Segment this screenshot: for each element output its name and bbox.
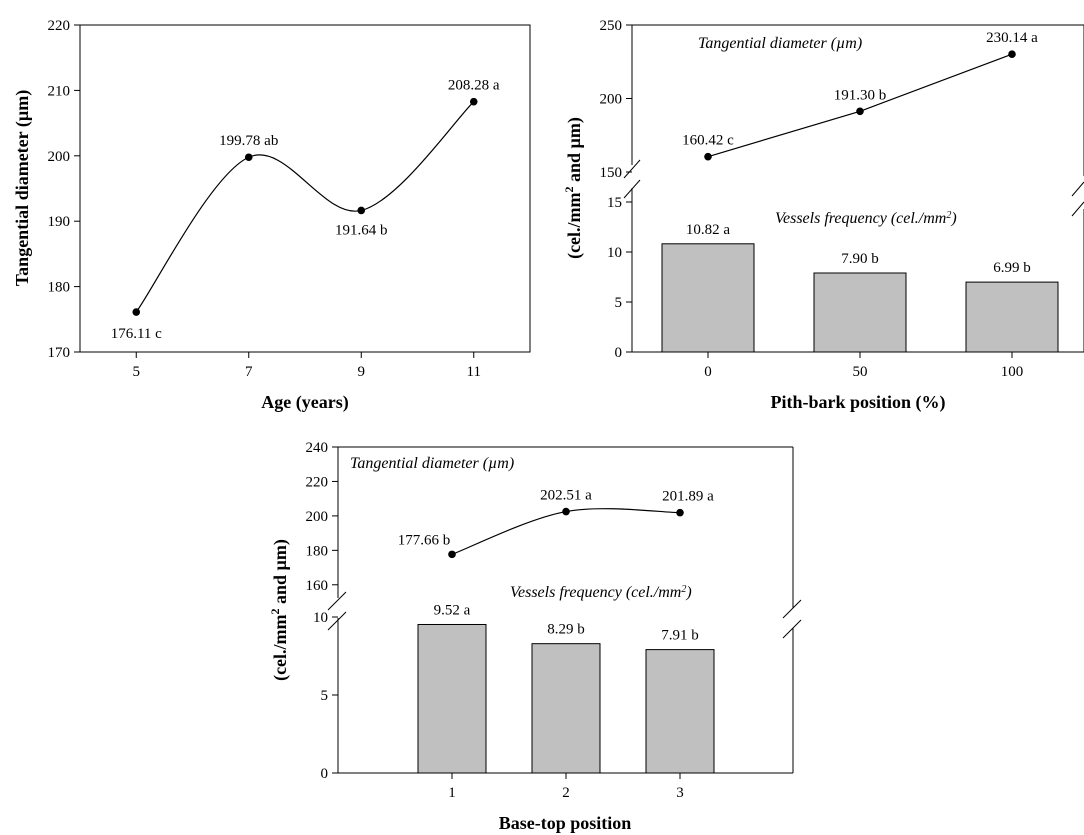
pb-line [707,53,1013,158]
age-data-point [469,97,478,106]
chart-pith-bark: 10.82 a 7.90 b 6.99 b 160.42 c 191.30 b 230.… [562,18,1084,413]
age-y-axis-title: Tangential diameter (µm) [12,90,33,286]
pb-y-ticks: 150 200 250 0 5 10 15 [600,18,632,361]
age-y-tick-label: 180 [48,280,71,296]
pb-axis-break-marks [623,159,1084,217]
pb-bar [813,272,907,353]
age-data-label: 191.64 b [335,222,388,238]
pb-lower-y-tick-label: 0 [615,345,623,361]
age-line [135,101,475,313]
bt-bar [531,643,601,774]
bt-upper-y-tick-label: 240 [306,440,329,456]
pb-lower-y-tick-label: 15 [607,195,622,211]
pb-upper-y-tick-label: 250 [600,18,623,34]
chart-age: 170 180 190 200 210 220 5 7 9 11 176.11 c 199.78 … [12,18,531,413]
age-x-tick-label: 11 [467,364,481,380]
bt-upper-series-title: Tangential diameter (µm) [350,455,514,472]
age-x-tick-label: 5 [133,364,141,380]
pb-bar-labels: 10.82 a 7.90 b 6.99 b [686,222,1031,276]
age-data-label: 199.78 ab [219,133,278,149]
pb-upper-y-tick-label: 150 [600,165,623,181]
bt-data-point [562,507,570,516]
pb-x-tick-label: 50 [853,364,868,380]
age-data-point [132,308,141,316]
bt-bar-label: 7.91 b [661,628,699,644]
age-plot-frame [79,24,531,353]
bt-x-tick-label: 2 [562,785,570,801]
bt-upper-y-tick-label: 220 [306,474,329,490]
age-y-tick-label: 170 [48,345,71,361]
bt-bar-labels: 9.52 a 8.29 b 7.91 b [434,602,699,643]
age-points [132,97,478,316]
pb-y-axis-title: (cel./mm2 and µm) [562,117,585,259]
age-data-label: 208.28 a [448,78,500,94]
bt-data-point [676,508,684,517]
bt-points [448,507,684,559]
bt-bar-label: 9.52 a [434,602,471,618]
pb-bar-label: 7.90 b [841,251,879,267]
age-data-point [244,153,253,162]
age-y-tick-label: 220 [48,18,71,34]
age-y-ticks: 170 180 190 200 210 220 [48,18,80,361]
bt-bar [417,623,487,774]
age-y-tick-label: 200 [48,149,71,165]
bt-line [451,508,681,555]
bt-data-label: 202.51 a [540,488,592,504]
age-x-tick-label: 9 [358,364,366,380]
bt-axis-break-marks [327,591,802,639]
bt-lower-series-title: Vessels frequency (cel./mm2) [510,584,692,602]
pb-bar-label: 6.99 b [993,260,1031,276]
bt-lower-y-tick-label: 10 [313,610,328,626]
age-data-labels: 176.11 c 199.78 ab 191.64 b 208.28 a [111,78,500,342]
bt-x-axis-title: Base-top position [499,813,632,833]
bt-x-tick-label: 1 [448,785,456,801]
pb-line-labels: 160.42 c 191.30 b 230.14 a [682,30,1038,148]
pb-x-ticks: 0 50 100 [704,352,1023,380]
pb-lower-y-tick-label: 5 [615,295,623,311]
pb-data-label: 191.30 b [834,87,887,103]
chart-base-top: 9.52 a 8.29 b 7.91 b 177.66 b 202.51 a 201.8… [268,440,802,833]
pb-points [704,50,1016,161]
bt-upper-y-tick-label: 160 [306,578,329,594]
age-data-label: 176.11 c [111,326,162,342]
pb-data-label: 160.42 c [682,133,734,149]
pb-data-label: 230.14 a [986,30,1038,46]
age-x-axis-title: Age (years) [261,392,348,413]
age-y-tick-label: 190 [48,214,71,230]
pb-bar [965,281,1059,353]
bt-upper-y-tick-label: 180 [306,543,329,559]
pb-data-point [1008,50,1016,58]
bt-x-ticks: 1 2 3 [448,773,684,801]
bt-data-label: 201.89 a [662,489,714,505]
pb-bars [661,243,1059,353]
bt-lower-y-tick-label: 0 [321,766,329,782]
bt-bar [645,649,715,774]
pb-upper-series-title: Tangential diameter (µm) [698,35,862,52]
pb-x-tick-label: 0 [704,364,712,380]
pb-x-tick-label: 100 [1001,364,1024,380]
pb-bar-label: 10.82 a [686,222,731,238]
bt-x-tick-label: 3 [676,785,684,801]
age-x-tick-label: 7 [245,364,253,380]
pb-data-point [856,107,864,116]
bt-bars [417,623,715,774]
age-y-tick-label: 210 [48,83,71,99]
bt-data-label: 177.66 b [398,532,451,548]
bt-line-labels: 177.66 b 202.51 a 201.89 a [398,488,714,549]
bt-y-axis-title: (cel./mm2 and µm) [268,539,291,681]
age-x-ticks: 5 7 9 11 [133,352,481,380]
pb-x-axis-title: Pith-bark position (%) [770,392,945,413]
bt-data-point [448,550,456,559]
age-data-point [357,206,366,215]
pb-upper-y-tick-label: 200 [600,92,623,108]
bt-y-ticks: 160 180 200 220 240 0 5 10 [306,440,338,782]
pb-bar [661,243,755,353]
pb-lower-series-title: Vessels frequency (cel./mm2) [775,210,957,228]
bt-bar-label: 8.29 b [547,622,585,638]
pb-lower-y-tick-label: 10 [607,245,622,261]
bt-upper-y-tick-label: 200 [306,509,329,525]
pb-data-point [704,152,712,161]
bt-lower-y-tick-label: 5 [321,688,329,704]
